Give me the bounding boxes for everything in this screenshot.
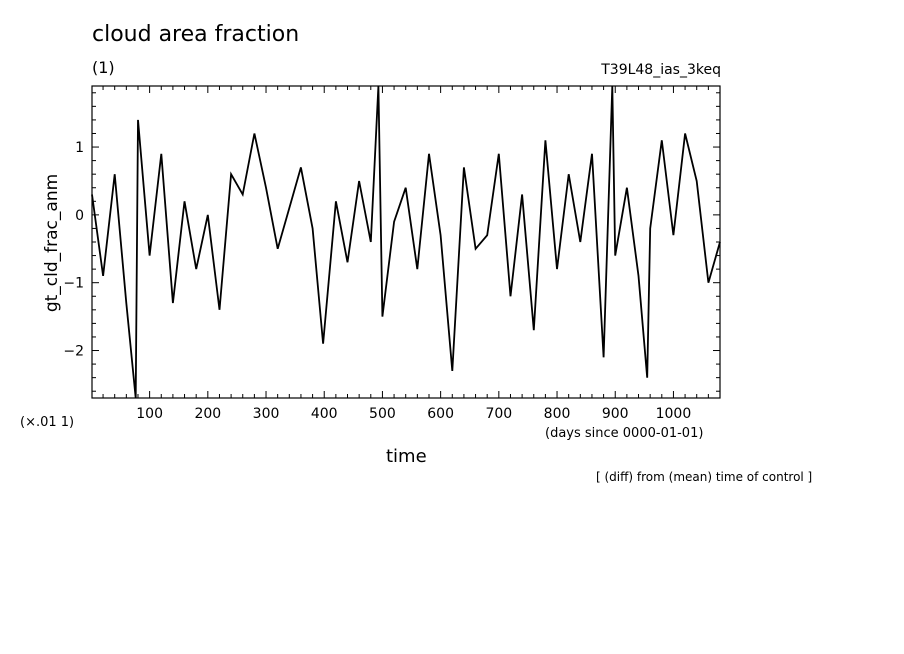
series-layer [91, 85, 721, 399]
series-line [91, 85, 721, 399]
x-tick-label: 1000 [656, 406, 692, 422]
units-label: (1) [92, 58, 115, 77]
y-tick-label: 0 [75, 208, 84, 224]
x-tick-label: 400 [311, 406, 338, 422]
run-label: T39L48_ias_3keq [601, 62, 721, 78]
x-tick-label: 200 [194, 406, 221, 422]
x-tick-label: 800 [544, 406, 571, 422]
x-units-label: (days since 0000-01-01) [545, 426, 704, 441]
x-tick-label: 500 [369, 406, 396, 422]
x-tick-label: 300 [253, 406, 280, 422]
y-tick-label: −2 [63, 344, 84, 360]
x-axis-label: time [386, 446, 427, 467]
y-tick-label: 1 [75, 140, 84, 156]
y-scale-note: (×.01 1) [20, 415, 75, 430]
plot-frame [91, 85, 721, 399]
x-tick-label: 900 [602, 406, 629, 422]
chart-title: cloud area fraction [92, 22, 300, 47]
footnote: [ (diff) from (mean) time of control ] [596, 470, 813, 484]
y-tick-label: −1 [63, 276, 84, 292]
x-tick-label: 700 [485, 406, 512, 422]
tick-layer: 100 200 300 400 500 600 700 800 900 1000 −2 −1 0 1 [63, 86, 720, 422]
x-tick-label: 600 [427, 406, 454, 422]
x-tick-label: 100 [136, 406, 163, 422]
